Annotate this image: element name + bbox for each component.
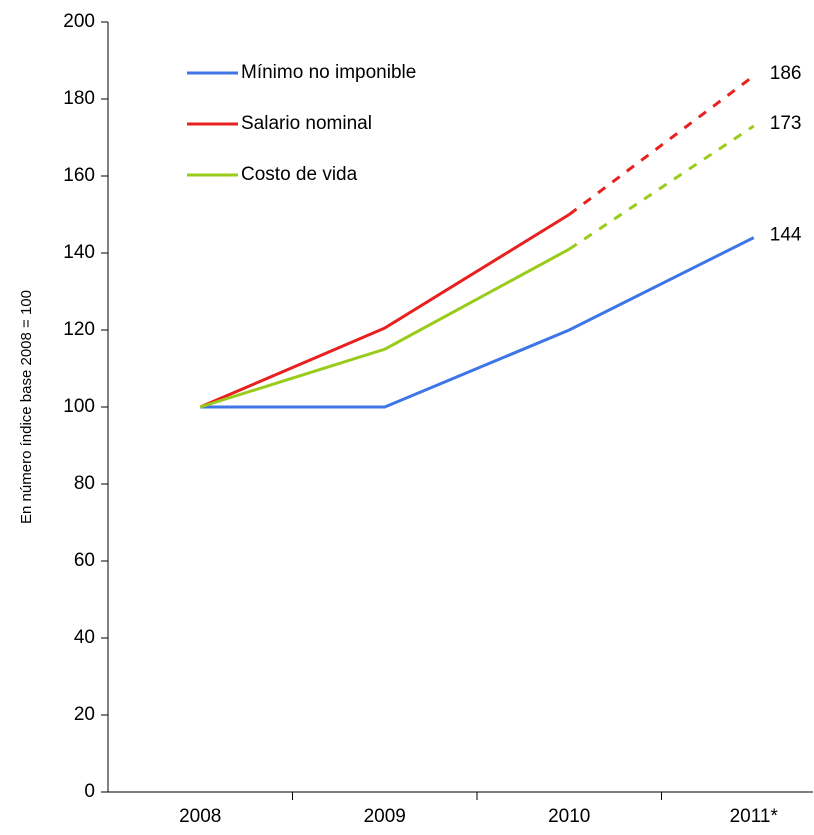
x-tick-label: 2010 — [548, 806, 590, 827]
y-tick-label: 40 — [74, 627, 95, 648]
y-tick-label: 60 — [74, 550, 95, 571]
legend-label: Costo de vida — [241, 164, 358, 185]
y-tick-label: 160 — [63, 165, 95, 186]
y-tick-label: 80 — [74, 473, 95, 494]
y-tick-label: 20 — [74, 704, 95, 725]
y-tick-label: 120 — [63, 319, 95, 340]
x-tick-label: 2009 — [364, 806, 406, 827]
end-value-label: 173 — [770, 113, 802, 134]
y-tick-label: 100 — [63, 396, 95, 417]
projected-segment — [568, 74, 755, 216]
y-tick-label: 0 — [84, 781, 95, 802]
y-axis-label: En número índice base 2008 = 100 — [18, 290, 35, 524]
end-value-label: 186 — [770, 63, 802, 84]
legend-label: Mínimo no imponible — [241, 62, 416, 83]
series-line — [199, 247, 570, 409]
x-tick-label: 2011* — [730, 806, 779, 827]
end-value-label: 144 — [770, 225, 802, 246]
legend-label: Salario nominal — [241, 113, 372, 134]
y-tick-label: 180 — [63, 88, 95, 109]
y-tick-label: 140 — [63, 242, 95, 263]
projected-segment — [568, 124, 755, 251]
series-line — [200, 236, 755, 409]
y-tick-label: 200 — [63, 11, 95, 32]
x-tick-label: 2008 — [179, 806, 221, 827]
series-line — [199, 213, 571, 409]
